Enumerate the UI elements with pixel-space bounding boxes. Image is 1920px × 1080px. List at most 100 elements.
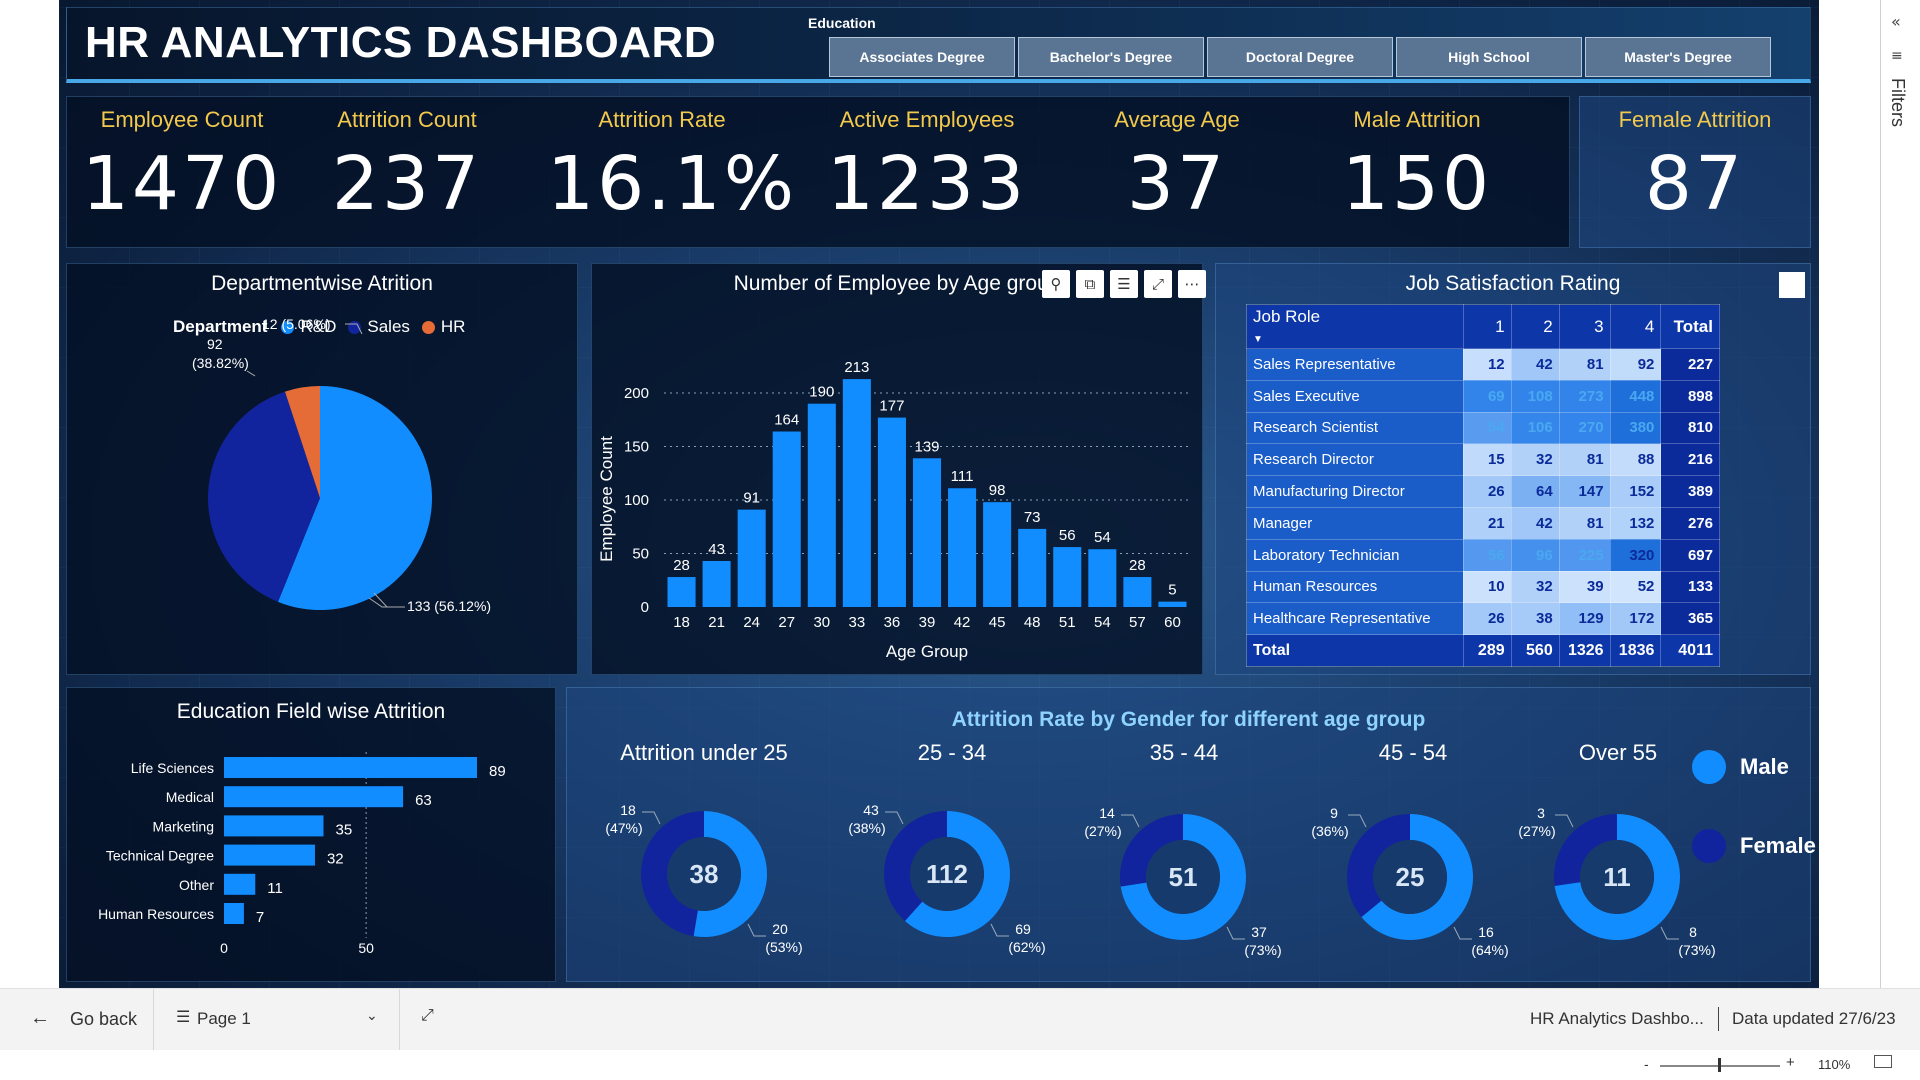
go-back-button[interactable]: Go back [70,1009,138,1029]
donut-center-total: 51 [1169,862,1198,892]
legend-item-rnd[interactable]: R&D [300,317,337,336]
legend-item-male[interactable]: Male [1692,750,1789,784]
filter-icon[interactable]: ☰ [1110,270,1138,298]
donut-slice-female[interactable] [641,811,704,937]
zoom-out-button[interactable]: - [1644,1056,1649,1072]
legend-item-sales[interactable]: Sales [367,317,410,336]
pin-icon[interactable]: ⚲ [1042,270,1070,298]
data-label: 190 [809,384,834,401]
table-row[interactable]: Manufacturing Director 26 64 147 152 389 [1246,475,1720,508]
cell-total: 898 [1660,379,1720,413]
legend-item-female[interactable]: Female [1692,829,1816,863]
bar-age-21[interactable] [702,560,731,607]
back-arrow-icon[interactable]: ← [30,1007,50,1029]
donut-slice-female[interactable] [1347,814,1410,918]
x-tick-label: 0 [220,940,228,956]
table-row[interactable]: Research Scientist 54 106 270 380 810 [1246,411,1720,445]
kpi-value: 150 [1341,141,1493,227]
cell-rating-3: 81 [1558,506,1611,540]
bar-age-36[interactable] [877,417,906,607]
bar-education-field[interactable] [224,903,244,924]
y-category-label: Human Resources [98,906,214,922]
bar-age-24[interactable] [737,509,766,607]
column-header-rating-2[interactable]: 2 [1510,304,1560,349]
filters-label[interactable]: Filters [1888,78,1908,127]
donut-hole [1146,840,1220,914]
bar-age-42[interactable] [948,488,977,607]
donut-label-male: 37 [1251,924,1267,940]
table-row[interactable]: Sales Representative 12 42 81 92 227 [1246,348,1720,381]
zoom-in-button[interactable]: + [1786,1054,1795,1071]
donut-slice-female[interactable] [1554,814,1617,886]
table-row[interactable]: Human Resources 10 32 39 52 133 [1246,570,1720,604]
chevron-down-icon[interactable]: ⌄ [366,1007,378,1023]
collapse-icon[interactable]: ⤢ [421,1007,434,1024]
column-header-rating-1[interactable]: 1 [1462,304,1512,349]
donut-slice-male[interactable] [905,811,1010,937]
cell-job-role: Manager [1246,506,1464,540]
education-field-bar-chart: Life Sciences 89 Medical 63 Marketing 35 Techn… [98,752,506,956]
bar-age-57[interactable] [1123,577,1152,607]
education-option-associates[interactable]: Associates Degree [829,37,1015,77]
copy-icon[interactable]: ⧉ [1076,270,1104,298]
bar-age-33[interactable] [842,379,871,607]
bar-education-field[interactable] [224,844,315,866]
data-label: 43 [708,541,725,558]
donut-slice-female[interactable] [1120,814,1183,887]
bar-age-51[interactable] [1053,547,1082,607]
education-option-high-school[interactable]: High School [1396,37,1582,77]
table-row[interactable]: Laboratory Technician 56 96 225 320 697 [1246,538,1720,572]
donut-label-female-pct: (27%) [1084,823,1121,839]
table-row[interactable]: Manager 21 42 81 132 276 [1246,506,1720,540]
bar-age-54[interactable] [1088,549,1117,607]
expand-chevron-icon[interactable]: « [1891,12,1901,31]
page-selector[interactable]: Page 1 [197,1009,251,1028]
legend-item-hr[interactable]: HR [440,317,466,336]
donut-slice-male[interactable] [1120,814,1247,940]
fit-to-page-icon[interactable] [1874,1055,1892,1068]
table-row[interactable]: Healthcare Representative 26 38 129 172 365 [1246,602,1720,636]
donut-label-male: 20 [772,921,788,937]
focus-mode-icon[interactable]: ⤢ [1144,270,1172,298]
bar-education-field[interactable] [224,786,404,808]
education-option-doctoral[interactable]: Doctoral Degree [1207,37,1393,77]
bar-age-45[interactable] [983,502,1012,607]
donut-slice-male[interactable] [1554,814,1680,940]
bar-age-27[interactable] [772,431,801,607]
bar-education-field[interactable] [224,757,477,778]
column-header-rating-4[interactable]: 4 [1609,304,1662,349]
education-option-masters[interactable]: Master's Degree [1585,37,1771,77]
zoom-slider-thumb[interactable] [1718,1058,1721,1072]
bar-age-30[interactable] [807,403,836,607]
table-row[interactable]: Sales Executive 69 108 273 448 898 [1246,379,1720,413]
pie-slice-sales[interactable] [208,391,320,602]
bar-age-48[interactable] [1018,528,1047,607]
leader-line [1555,814,1574,828]
column-header-total[interactable]: Total [1660,304,1720,349]
education-option-bachelors[interactable]: Bachelor's Degree [1018,37,1204,77]
cell-rating-1: 54 [1462,411,1512,445]
page-title: HR ANALYTICS DASHBOARD [85,18,717,67]
filters-pane-collapsed[interactable]: « ≡ Filters [1880,0,1920,988]
column-header-job-role[interactable]: Job Role ▼ [1246,304,1464,349]
table-row[interactable]: Research Director 15 32 81 88 216 [1246,443,1720,477]
age-group-panel: Number of Employee by Age group ⚲ ⧉ ☰ ⤢ … [591,263,1206,675]
more-options-icon[interactable]: ⋯ [1178,270,1206,298]
column-header-rating-3[interactable]: 3 [1558,304,1611,349]
donut-slice-female[interactable] [884,811,947,921]
x-tick-label: 57 [1129,614,1146,631]
donut-slice-male[interactable] [1361,814,1473,940]
table-focus-button[interactable] [1779,272,1805,298]
cell-job-role: Manufacturing Director [1246,475,1464,508]
bar-age-39[interactable] [912,458,942,607]
cell-rating-1: 26 [1462,602,1512,636]
donut-slice-male[interactable] [693,811,767,937]
bar-age-18[interactable] [667,577,696,607]
total-cell: 289 [1462,634,1512,667]
bar-age-60[interactable] [1158,601,1187,607]
job-satisfaction-table: Job Role ▼ 1 2 3 4 Total Sales Representa… [1246,304,1720,667]
bar-education-field[interactable] [224,873,256,895]
pie-slice-hr[interactable] [284,386,320,498]
pie-slice-rd[interactable] [277,386,432,610]
bar-education-field[interactable] [224,815,324,837]
